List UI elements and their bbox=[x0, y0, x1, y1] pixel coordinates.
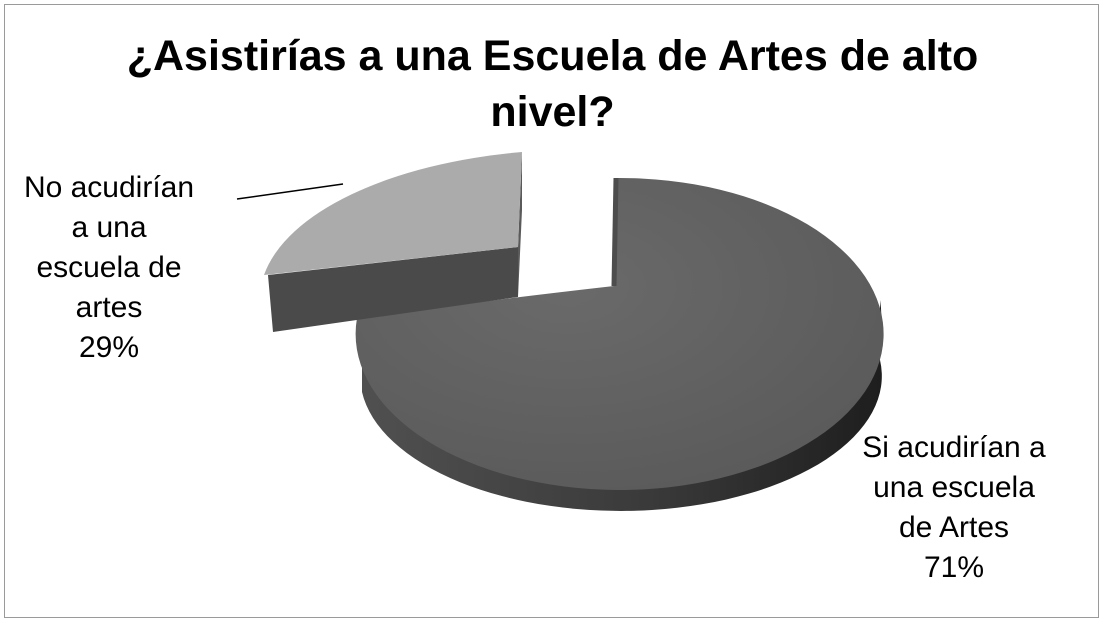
data-label-no-line-1: No acudirían bbox=[23, 171, 195, 204]
data-label-no: No acudirían a una escuela de artes 29% bbox=[12, 168, 206, 368]
data-label-si: Si acudirían a una escuela de Artes 71% bbox=[842, 428, 1066, 588]
slice-no-cut-edge bbox=[518, 152, 522, 297]
slice-no-acudirian bbox=[264, 152, 522, 332]
slice-si-acudirian bbox=[355, 177, 884, 511]
slice-si-top bbox=[355, 177, 884, 490]
data-label-si-line-1: Si acudirían a bbox=[862, 431, 1046, 464]
chart-title: ¿Asistirías a una Escuela de Artes de al… bbox=[0, 28, 1105, 140]
chart-title-line-1: ¿Asistirías a una Escuela de Artes de al… bbox=[126, 32, 979, 80]
data-label-si-line-3: de Artes bbox=[898, 511, 1010, 544]
data-label-si-percent: 71% bbox=[923, 551, 985, 584]
data-label-si-line-2: una escuela bbox=[873, 471, 1035, 504]
leader-line-no bbox=[236, 183, 344, 200]
data-label-no-line-4: artes bbox=[75, 291, 143, 324]
chart-title-line-2: nivel? bbox=[490, 88, 615, 136]
data-label-no-line-3: escuela de bbox=[36, 251, 182, 284]
data-label-no-percent: 29% bbox=[78, 331, 140, 364]
slice-no-top bbox=[264, 152, 522, 275]
slice-no-side bbox=[268, 247, 518, 332]
data-label-no-line-2: a una bbox=[71, 211, 147, 244]
slice-si-cut-edge bbox=[611, 177, 619, 287]
